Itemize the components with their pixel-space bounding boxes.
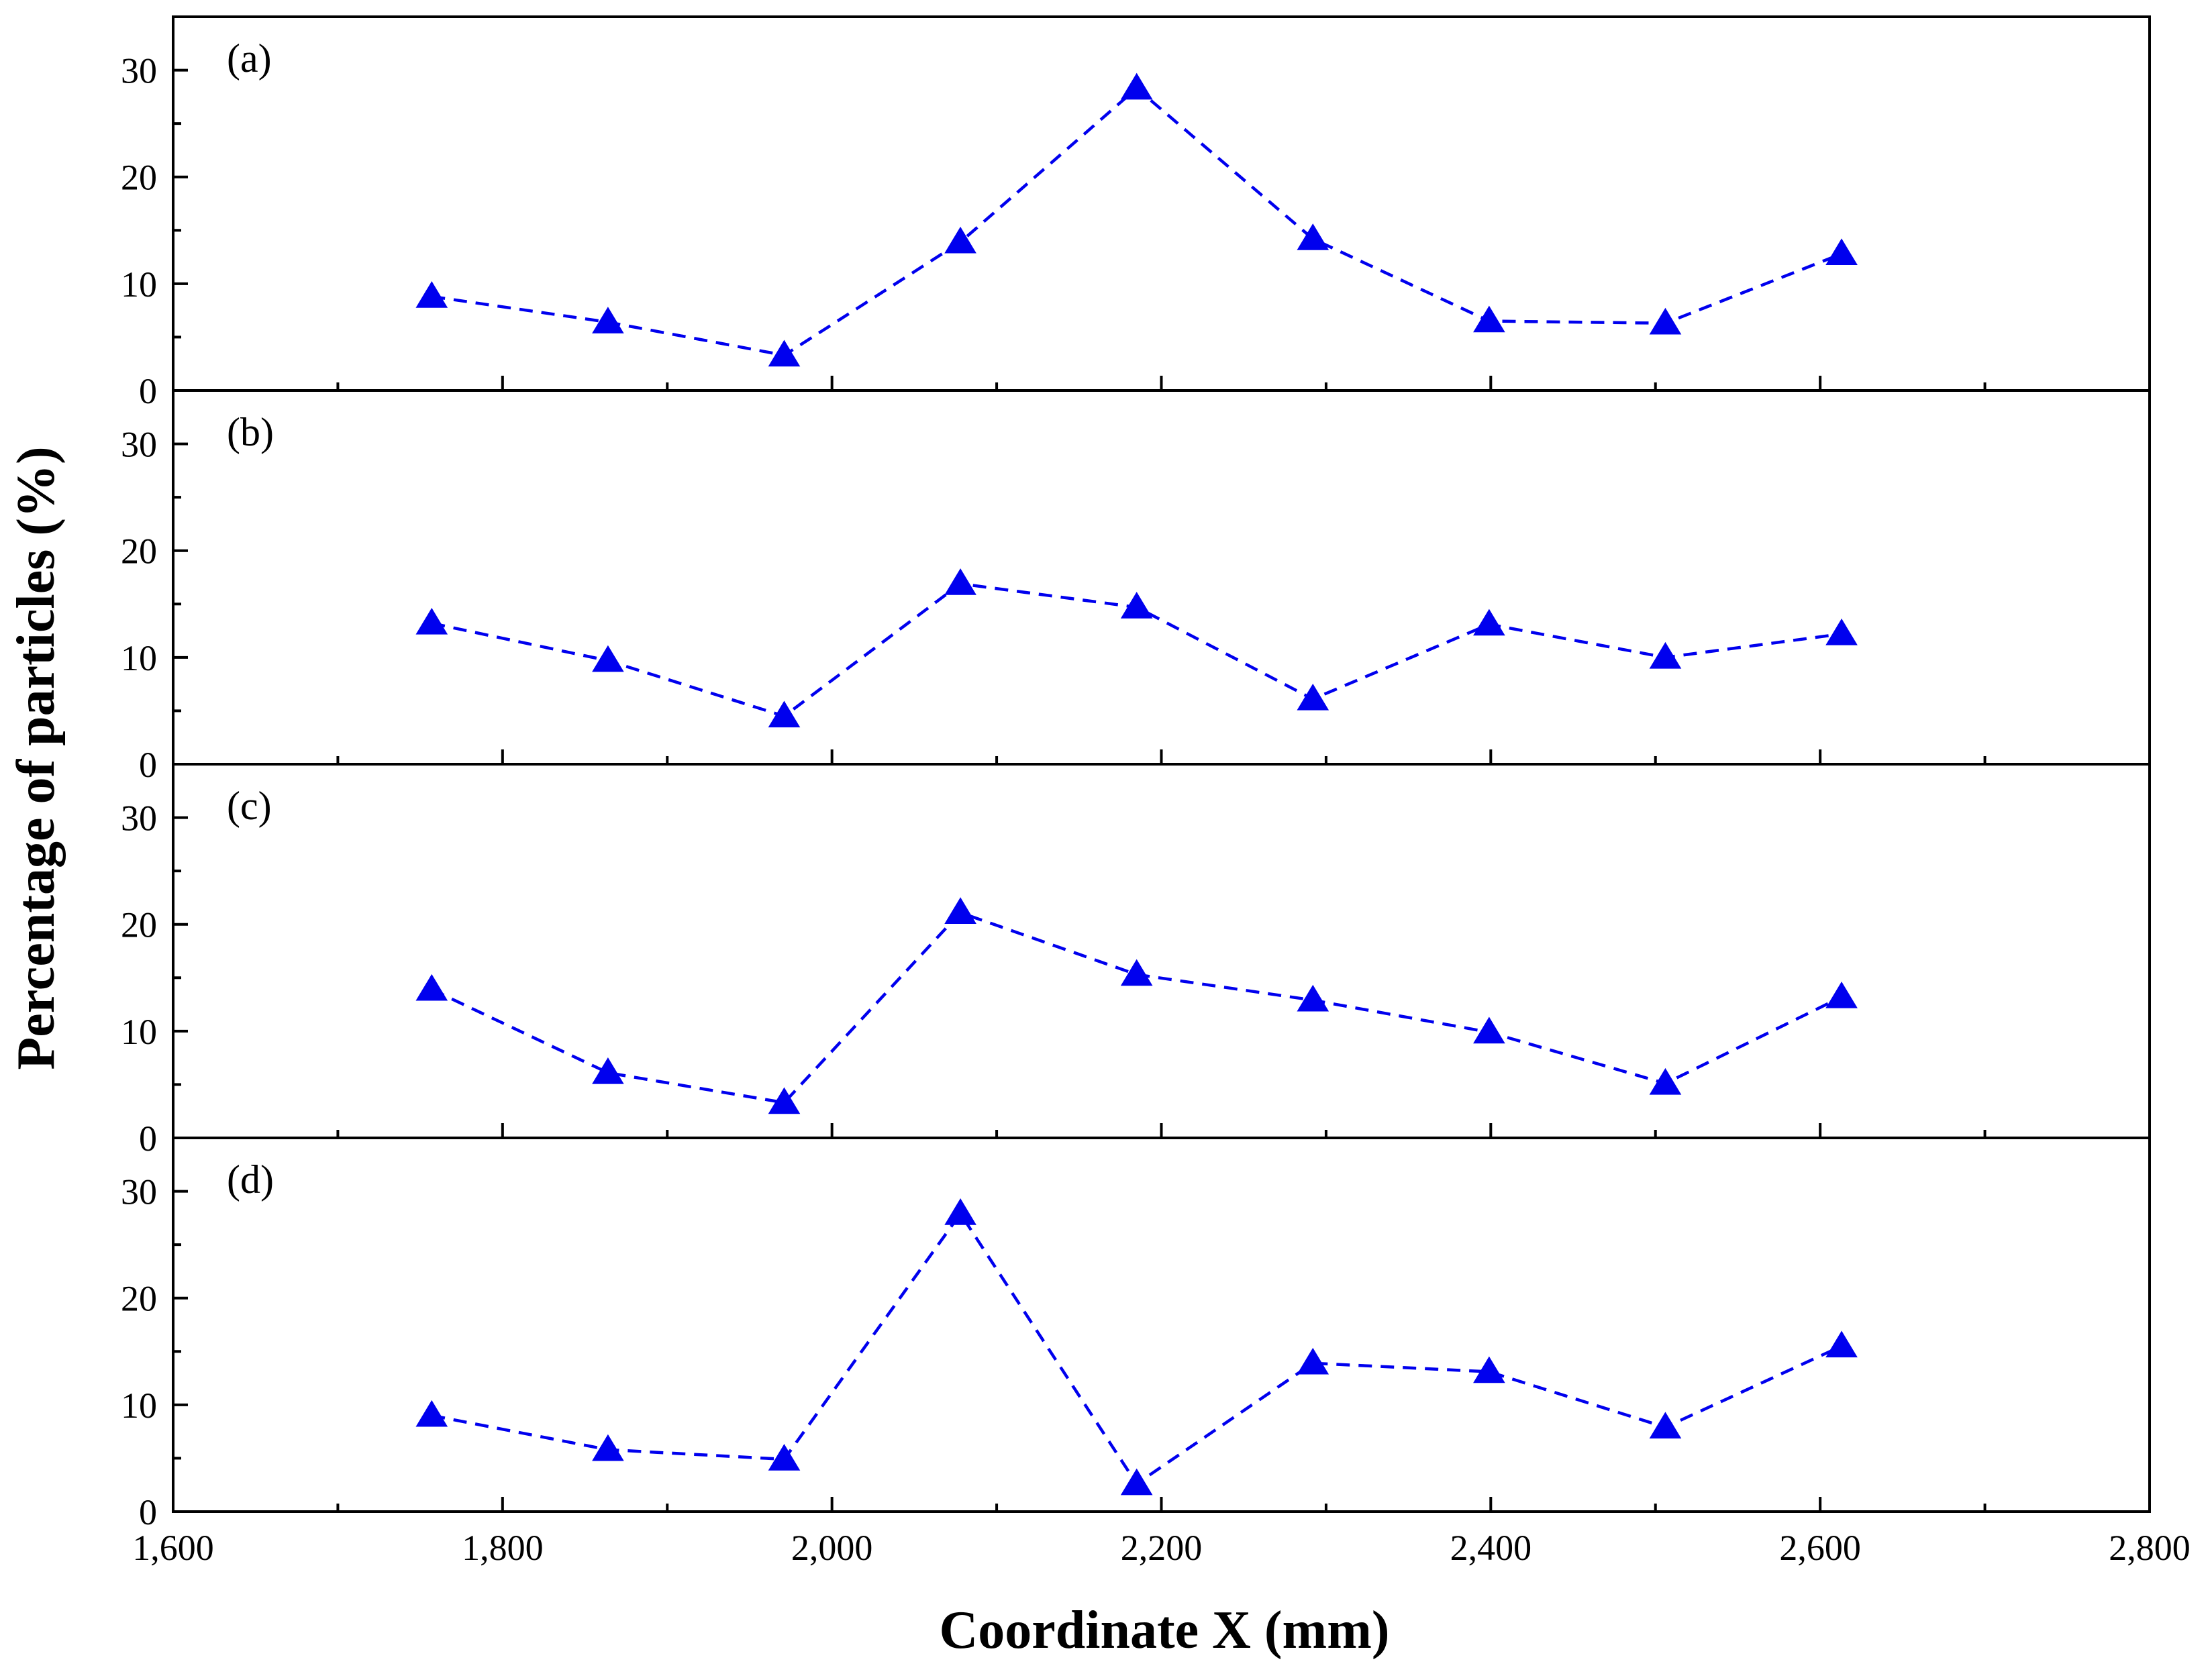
y-tick-label: 10 (121, 264, 157, 305)
panel-a: 0 10 20 30 (a) (121, 15, 2151, 411)
data-point (1825, 1330, 1858, 1358)
data-point (1120, 1468, 1153, 1496)
data-point (1649, 1412, 1682, 1439)
y-tick-label: 20 (121, 1279, 157, 1319)
panel-frame (172, 15, 2151, 392)
data-point (768, 1087, 801, 1114)
data-point (1473, 1356, 1505, 1383)
data-point (1297, 223, 1329, 250)
x-tick-label: 2,400 (1450, 1528, 1532, 1568)
data-point (1297, 1347, 1329, 1375)
data-point (1297, 984, 1329, 1012)
x-tick-label: 2,200 (1121, 1528, 1203, 1568)
data-point (1649, 307, 1682, 335)
y-tick-label: 20 (121, 531, 157, 572)
y-tick-label: 0 (139, 745, 157, 785)
y-tick-label: 30 (121, 425, 157, 465)
data-point (944, 897, 976, 924)
panel-d: 0 10 20 30 (d) 1,600 1,800 2,000 2,200 2,400 2,600… (121, 1137, 2191, 1568)
data-point (1825, 981, 1858, 1008)
x-tick-label: 2,600 (1779, 1528, 1861, 1568)
data-point (1120, 592, 1153, 619)
y-tick-label: 30 (121, 1172, 157, 1212)
y-tick-label: 30 (121, 798, 157, 839)
data-point (944, 568, 976, 595)
data-point (768, 339, 801, 367)
panel-label: (b) (227, 410, 274, 454)
panel-label: (c) (227, 784, 272, 828)
y-tick-label: 0 (139, 1118, 157, 1159)
data-point (415, 974, 448, 1001)
series-line (431, 86, 1842, 357)
data-point (944, 1198, 976, 1225)
panel-label: (d) (227, 1157, 274, 1202)
data-point (1649, 1067, 1682, 1095)
x-tick-label: 2,800 (2109, 1528, 2191, 1568)
data-point (592, 307, 624, 333)
x-axis-title: Coordinate X (mm) (940, 1601, 1390, 1660)
data-point (1473, 1016, 1505, 1044)
x-tick-label: 1,600 (132, 1528, 214, 1568)
y-tick-label: 30 (121, 51, 157, 91)
panel-frame (172, 389, 2151, 766)
data-point (768, 1444, 801, 1471)
y-tick-label: 0 (139, 371, 157, 411)
data-point (1473, 609, 1505, 636)
y-tick-label: 20 (121, 158, 157, 198)
data-point (592, 645, 624, 672)
data-point (1120, 959, 1153, 986)
panel-c: 0 10 20 30 (c) (121, 763, 2151, 1159)
data-point (1825, 238, 1858, 266)
data-point (1825, 618, 1858, 645)
data-point (415, 1400, 448, 1427)
data-point (1297, 683, 1329, 711)
panel-b: 0 10 20 30 (b) (121, 389, 2151, 785)
data-point (1120, 72, 1153, 100)
panel-label: (a) (227, 36, 272, 81)
y-tick-label: 10 (121, 638, 157, 678)
series-line (431, 1211, 1843, 1486)
series-line (431, 910, 1843, 1104)
data-point (415, 281, 448, 308)
y-tick-label: 10 (121, 1385, 157, 1426)
data-point (1649, 641, 1682, 669)
x-tick-label: 1,800 (462, 1528, 544, 1568)
y-tick-label: 10 (121, 1012, 157, 1052)
data-point (768, 700, 801, 728)
y-tick-label: 20 (121, 905, 157, 945)
x-tick-label: 2,000 (791, 1528, 873, 1568)
data-point (592, 1057, 624, 1084)
data-point (592, 1434, 624, 1461)
panel-frame (172, 1137, 2151, 1513)
y-axis-title: Percentage of particles (%) (7, 446, 66, 1069)
panel-frame (172, 763, 2151, 1139)
data-point (415, 607, 448, 635)
data-point (944, 226, 976, 254)
data-point (1473, 305, 1505, 333)
y-tick-label: 0 (139, 1492, 157, 1532)
